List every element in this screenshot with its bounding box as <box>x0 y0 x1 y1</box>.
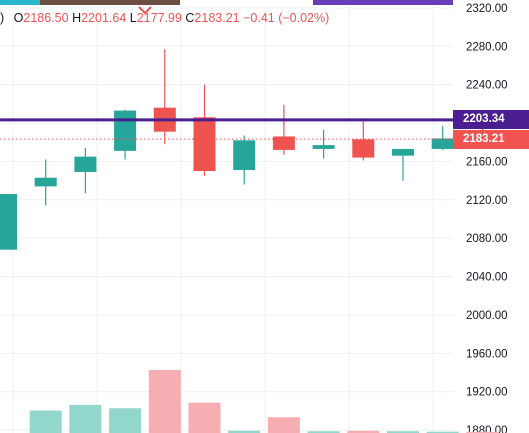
close-value: 2183.21 <box>194 11 240 25</box>
low-value: 2177.99 <box>136 11 182 25</box>
candle-body <box>34 177 57 187</box>
volume-bar <box>228 430 261 433</box>
volume-bar <box>188 402 221 433</box>
y-tick-label: 1880.00 <box>466 425 508 433</box>
open-value: 2186.50 <box>23 11 69 25</box>
candle-body <box>0 194 17 250</box>
candle-body <box>272 136 295 150</box>
volume-bar <box>267 417 300 433</box>
candle-body <box>233 140 256 171</box>
volume-bar <box>347 430 380 433</box>
candle-body <box>114 110 137 151</box>
alert-price-tag[interactable]: 2203.34 <box>453 110 529 130</box>
volume-bar <box>387 431 419 433</box>
open-label: O <box>13 11 24 25</box>
candle-body <box>352 139 375 158</box>
top-bar-cyan <box>0 0 40 5</box>
candle-body <box>193 117 216 172</box>
y-tick-label: 2320.00 <box>466 3 508 15</box>
candle-body <box>431 138 454 149</box>
volume-bar <box>466 431 499 433</box>
change-value: −0.41 <box>243 11 275 25</box>
volume-bar <box>109 408 142 433</box>
y-tick-label: 1960.00 <box>466 348 508 360</box>
volume-bar <box>426 431 459 433</box>
top-bar-brown <box>40 0 180 5</box>
y-tick-label: 2000.00 <box>466 310 508 322</box>
volume-bar <box>69 404 102 433</box>
y-tick-label: 2120.00 <box>466 195 508 207</box>
low-label: L <box>129 11 137 25</box>
y-tick-label: 1920.00 <box>466 387 508 399</box>
y-tick-label: 2080.00 <box>466 233 508 245</box>
ohlc-legend: ) O2186.50 H2201.64 L2177.99 C2183.21 −0… <box>0 11 329 25</box>
last-price-tag: 2183.21 <box>453 129 529 149</box>
candle-body <box>312 145 335 149</box>
volume-bar <box>307 431 340 433</box>
chevron-down-icon <box>138 6 152 15</box>
legend-paren: ) <box>0 11 5 25</box>
high-label: H <box>72 11 82 25</box>
change-percent: (−0.02%) <box>278 11 330 25</box>
high-value: 2201.64 <box>81 11 127 25</box>
y-tick-label: 2240.00 <box>466 80 508 92</box>
volume-bar <box>29 410 62 433</box>
top-bar-purple <box>313 0 453 5</box>
candle-body <box>74 156 97 172</box>
y-tick-label: 2040.00 <box>466 272 508 284</box>
y-tick-label: 2280.00 <box>466 41 508 53</box>
close-label: C <box>185 11 195 25</box>
candle-body <box>392 148 414 156</box>
volume-bar <box>148 370 181 433</box>
y-tick-label: 2160.00 <box>466 156 508 168</box>
